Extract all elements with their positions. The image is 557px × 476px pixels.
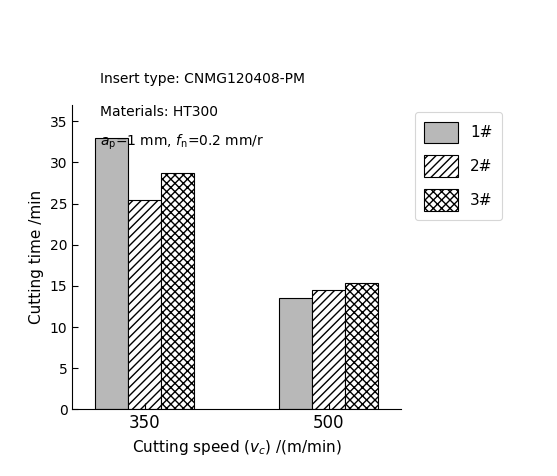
X-axis label: Cutting speed ($v_c$) /(m/min): Cutting speed ($v_c$) /(m/min) xyxy=(131,438,342,457)
Text: Materials: HT300: Materials: HT300 xyxy=(100,105,218,119)
Bar xyxy=(280,298,312,409)
Bar xyxy=(161,173,194,409)
Legend: 1#, 2#, 3#: 1#, 2#, 3# xyxy=(416,112,502,220)
Bar xyxy=(95,138,128,409)
Bar xyxy=(312,290,345,409)
Bar xyxy=(345,283,378,409)
Bar xyxy=(128,200,161,409)
Y-axis label: Cutting time /min: Cutting time /min xyxy=(30,190,45,324)
Text: Insert type: CNMG120408-PM: Insert type: CNMG120408-PM xyxy=(100,72,305,86)
Text: $a_{\mathrm{p}}$=1 mm, $f_{\mathrm{n}}$=0.2 mm/r: $a_{\mathrm{p}}$=1 mm, $f_{\mathrm{n}}$=… xyxy=(100,133,264,152)
